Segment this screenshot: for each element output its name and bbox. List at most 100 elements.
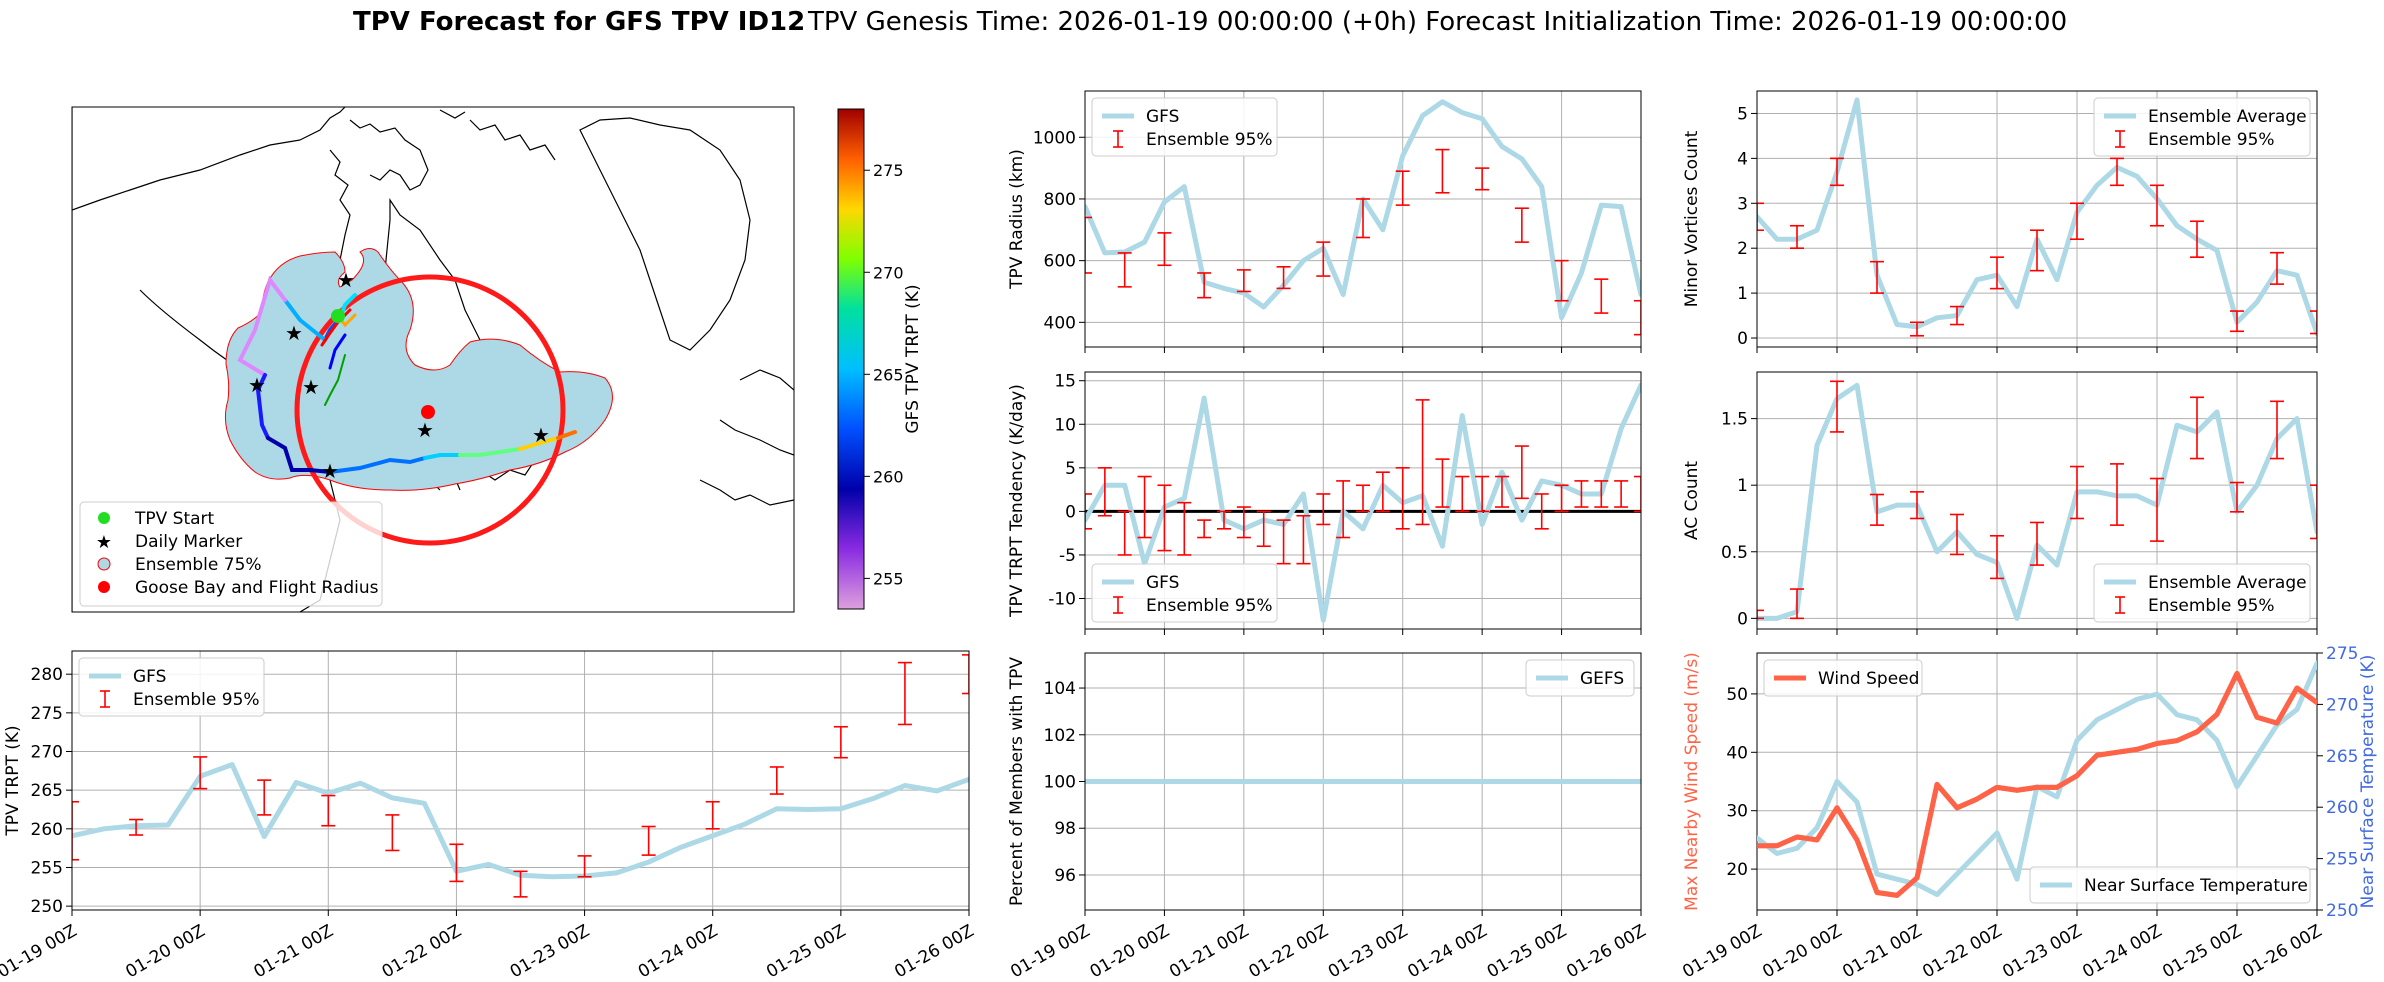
y-axis-label: TPV TRPT Tendency (K/day): [1007, 384, 1027, 618]
y-axis-label: AC Count: [1682, 461, 1702, 540]
x-tick-label: 01-20 00Z: [1759, 921, 1845, 982]
x-tick-label: 01-23 00Z: [507, 921, 593, 982]
errorbar: [1217, 510, 1231, 530]
x-tick-label: 01-21 00Z: [1166, 921, 1252, 982]
errorbar: [2070, 465, 2084, 520]
errorbar: [1594, 480, 1609, 508]
legend-label: Ensemble 95%: [2148, 130, 2275, 150]
x-tick-label: 01-22 00Z: [1919, 921, 2005, 982]
plot-content: [1757, 660, 2317, 898]
errorbar: [2030, 521, 2044, 566]
plot-content: [1757, 380, 2317, 621]
x-tick-label: 01-24 00Z: [635, 921, 721, 982]
errorbar: [1157, 484, 1172, 552]
errorbar: [193, 756, 208, 790]
legend-label: GFS: [133, 667, 166, 687]
y-tick-label: 1: [1737, 284, 1748, 304]
errorbar: [2030, 229, 2044, 272]
legend-label: Ensemble Average: [2148, 107, 2307, 127]
colorbar: 255 260 265 270 275 GFS TPV TRPT (K): [837, 108, 923, 610]
legend-ensemble-swatch: [97, 557, 111, 571]
chart-legend: GFS Ensemble 95%: [1091, 97, 1278, 157]
errorbar: [1554, 259, 1569, 302]
x-tick-label: 01-21 00Z: [1839, 921, 1925, 982]
y-tick-label: 1000: [1033, 128, 1076, 148]
legend-label: Ensemble Average: [2148, 573, 2307, 593]
errorbar: [1395, 467, 1410, 530]
daily-marker: ★: [302, 375, 320, 399]
legend-label: Near Surface Temperature: [2084, 876, 2308, 896]
errorbar: [321, 794, 336, 827]
errorbar: [2150, 477, 2164, 542]
errorbar: [769, 766, 784, 795]
legend-box: [1091, 97, 1278, 157]
legend-box: [2093, 97, 2311, 157]
errorbar: [1495, 475, 1509, 508]
y-axis-label: TPV TRPT (K): [3, 725, 23, 836]
legend-label: GFS: [1146, 107, 1179, 127]
errorbar: [1614, 480, 1629, 508]
errorbar: [1574, 480, 1589, 508]
y-axis-label: TPV Radius (km): [1007, 149, 1027, 290]
errorbar: [1356, 484, 1370, 513]
errorbar: [1435, 458, 1450, 508]
daily-marker: ★: [321, 459, 339, 483]
errorbar: [1990, 534, 2004, 580]
legend-box: [2029, 866, 2311, 904]
errorbar: [1514, 207, 1529, 243]
errorbar: [1336, 480, 1351, 539]
plot-content: [1085, 382, 1641, 623]
chart-legend: GEFS: [1525, 659, 1635, 697]
y-tick-label: 5: [1737, 104, 1748, 124]
errorbar: [1085, 216, 1092, 274]
y-tick-label: -5: [1059, 546, 1076, 566]
daily-markers: ★ ★ ★ ★ ★ ★ ★: [248, 268, 550, 483]
errorbar: [641, 825, 656, 856]
errorbar: [129, 818, 144, 836]
series-line: [1085, 382, 1641, 623]
errorbar: [1534, 493, 1549, 530]
daily-marker: ★: [416, 418, 434, 442]
plot-content: [1085, 99, 1641, 336]
errorbar: [705, 800, 720, 830]
errorbar: [2110, 463, 2124, 526]
y-tick-label: 275: [31, 704, 63, 724]
x-tick-label: 01-22 00Z: [1245, 921, 1331, 982]
y-tick-label: 1: [1737, 476, 1748, 496]
errorbar: [1117, 252, 1132, 288]
map-panel: ★ ★ ★ ★ ★ ★ ★ TPV Start ★ Daily Marker E…: [71, 106, 923, 613]
plot-frame: [1084, 371, 1642, 630]
legend-box: [1091, 563, 1278, 623]
errorbar: [1395, 170, 1410, 206]
y-tick-label: 250: [31, 897, 63, 917]
y-tick-label: 10: [1054, 415, 1076, 435]
x-tick-label: 01-22 00Z: [379, 921, 465, 982]
y-tick-label: 265: [31, 781, 63, 801]
y2-tick-label: 260: [2326, 798, 2358, 818]
errorbar: [1870, 493, 1884, 526]
y-tick-label: 40: [1726, 743, 1748, 763]
plot-frame: [1084, 652, 1642, 911]
legend-goose-bay-swatch: [98, 581, 110, 593]
chart-legend: GFS Ensemble 95%: [1091, 563, 1278, 623]
x-tick-label: 01-26 00Z: [2239, 921, 2325, 982]
daily-marker: ★: [532, 423, 550, 447]
x-tick-label: 01-20 00Z: [1087, 921, 1173, 982]
errorbar: [1757, 609, 1764, 620]
y-tick-label: 400: [1044, 313, 1076, 333]
y-tick-label: 255: [31, 858, 63, 878]
y-tick-label: 0: [1065, 502, 1076, 522]
daily-marker: ★: [285, 321, 303, 345]
y2-tick-label: 250: [2326, 901, 2358, 921]
errorbar: [257, 779, 272, 816]
colorbar-gradient: [837, 108, 865, 610]
plot-frame: [1756, 371, 2318, 630]
y-tick-label: 98: [1054, 819, 1076, 839]
y-tick-label: -10: [1048, 590, 1076, 610]
errorbar: [1594, 278, 1609, 314]
errorbar: [385, 814, 400, 852]
errorbar: [1634, 299, 1641, 336]
y-tick-label: 96: [1054, 866, 1076, 886]
legend-label: GEFS: [1580, 669, 1624, 689]
